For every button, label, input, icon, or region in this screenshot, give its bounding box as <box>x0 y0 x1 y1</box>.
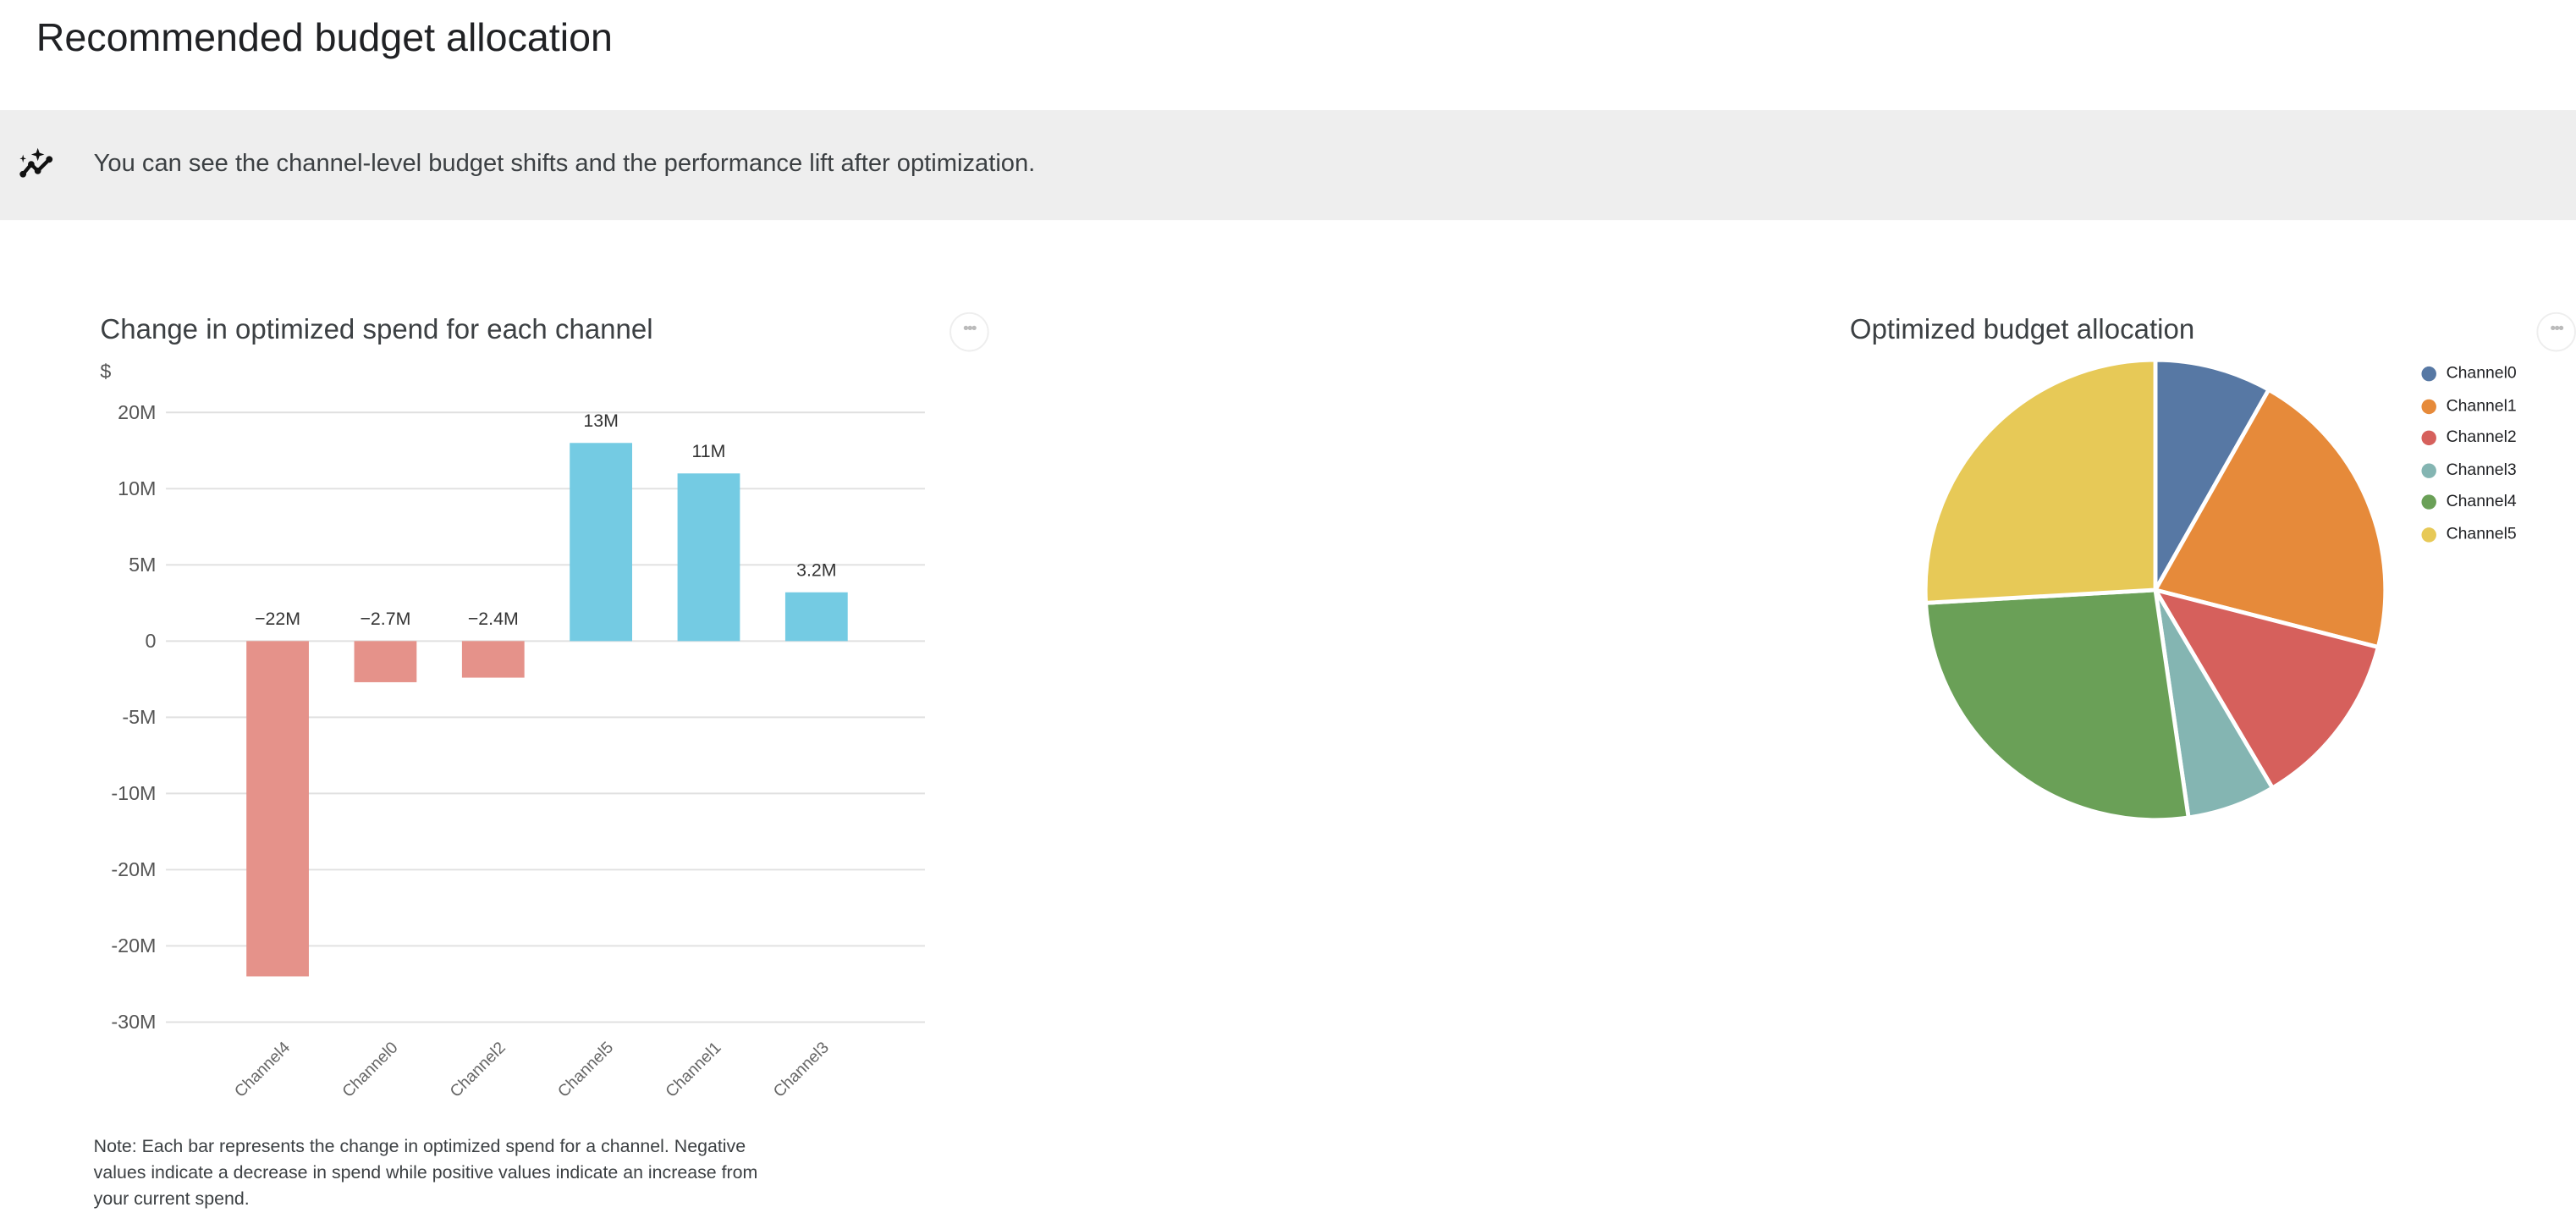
y-tick-label: -20M <box>111 858 156 880</box>
legend-label: Channel2 <box>2446 429 2517 448</box>
legend-swatch <box>2421 527 2436 543</box>
data-label: −2.4M <box>468 609 519 629</box>
banner-text: You can see the channel-level budget shi… <box>93 149 1036 178</box>
legend-item-Channel3[interactable]: Channel3 <box>2421 455 2517 487</box>
legend-swatch <box>2421 431 2436 446</box>
info-banner <box>0 110 2576 221</box>
legend-swatch <box>2421 494 2436 510</box>
bar-Channel1[interactable] <box>677 473 740 642</box>
pie-chart-more-button[interactable]: ••• <box>2536 312 2576 352</box>
legend-swatch <box>2421 462 2436 478</box>
x-tick-label: Channel5 <box>554 1039 617 1101</box>
data-label: −2.7M <box>360 609 410 629</box>
bar-Channel4[interactable] <box>246 641 309 977</box>
legend-item-Channel5[interactable]: Channel5 <box>2421 518 2517 550</box>
legend-swatch <box>2421 399 2436 414</box>
legend-item-Channel2[interactable]: Channel2 <box>2421 422 2517 455</box>
data-label: 3.2M <box>796 560 836 580</box>
pie-chart <box>1923 357 2388 823</box>
y-tick-label: 10M <box>118 477 156 499</box>
pie-legend: Channel0 Channel1 Channel2 Channel3 Channel4… <box>2421 358 2517 550</box>
bar-Channel3[interactable] <box>784 592 848 642</box>
data-label: −22M <box>255 609 300 629</box>
legend-label: Channel1 <box>2446 397 2517 416</box>
y-tick-label: -10M <box>111 782 156 804</box>
bar-chart-more-button[interactable]: ••• <box>949 312 989 352</box>
legend-swatch <box>2421 367 2436 382</box>
sparkle-trend-icon <box>19 147 53 178</box>
bar-Channel0[interactable] <box>354 641 417 682</box>
legend-item-Channel1[interactable]: Channel1 <box>2421 390 2517 422</box>
pie-slice-Channel1[interactable] <box>2152 387 2388 650</box>
y-tick-label: 0 <box>145 630 156 652</box>
bar-chart-note: Note: Each bar represents the change in … <box>93 1137 758 1210</box>
pie-slice-Channel5[interactable] <box>1923 357 2158 605</box>
y-tick-label: 5M <box>129 554 156 576</box>
y-tick-label: -30M <box>111 1011 156 1033</box>
x-tick-label: Channel1 <box>662 1039 724 1101</box>
pie-slice-Channel2[interactable] <box>2150 587 2381 791</box>
x-tick-label: Channel4 <box>231 1038 294 1100</box>
legend-item-Channel4[interactable]: Channel4 <box>2421 487 2517 519</box>
y-tick-label: -20M <box>111 935 156 957</box>
legend-label: Channel3 <box>2446 461 2517 480</box>
legend-label: Channel0 <box>2446 365 2517 383</box>
x-tick-label: Channel3 <box>770 1039 833 1101</box>
pie-slice-Channel0[interactable] <box>2153 357 2272 598</box>
data-label: 11M <box>692 441 726 461</box>
y-tick-label: 20M <box>118 401 156 423</box>
y-tick-label: -5M <box>122 706 156 728</box>
page-title: Recommended budget allocation <box>36 16 613 61</box>
y-axis-unit: $ <box>100 360 112 383</box>
pie-slice-Channel4[interactable] <box>1924 587 2191 823</box>
legend-item-Channel0[interactable]: Channel0 <box>2421 358 2517 390</box>
legend-label: Channel5 <box>2446 525 2517 544</box>
bar-Channel2[interactable] <box>461 641 525 678</box>
bar-chart: 20M 10M 5M 0 -5M -10M -20M -20M -30M −22M Channel4… <box>111 401 925 1101</box>
legend-label: Channel4 <box>2446 493 2517 512</box>
pie-chart-title: Optimized budget allocation <box>1849 313 2195 345</box>
bar-chart-title: Change in optimized spend for each chann… <box>100 313 653 345</box>
bar-Channel5[interactable] <box>570 443 633 642</box>
data-label: 13M <box>583 411 619 431</box>
x-tick-label: Channel2 <box>447 1039 509 1101</box>
x-tick-label: Channel0 <box>339 1038 401 1100</box>
